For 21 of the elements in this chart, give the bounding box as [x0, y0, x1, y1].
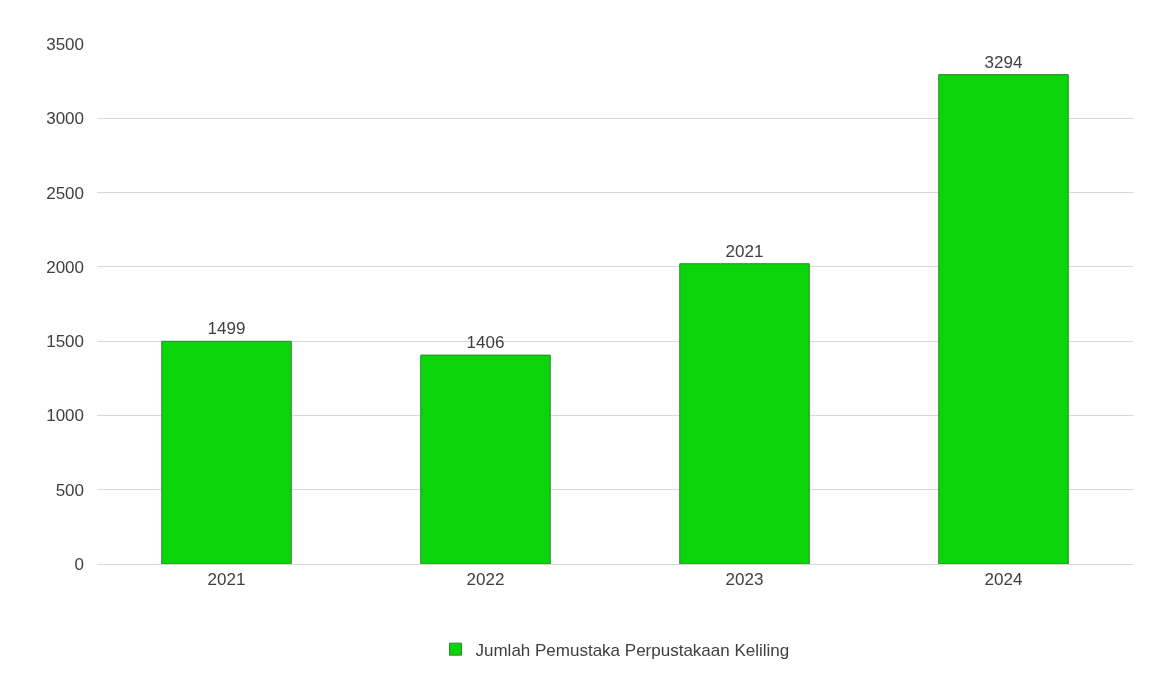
y-tick-label: 3000 — [46, 109, 84, 129]
y-tick-label: 1000 — [46, 406, 84, 426]
bar — [679, 263, 810, 564]
data-label: 3294 — [984, 52, 1023, 72]
x-tick-label: 2023 — [725, 570, 764, 590]
data-label: 1499 — [207, 319, 246, 339]
y-tick-label: 3500 — [46, 34, 84, 54]
x-tick-label: 2021 — [207, 570, 246, 590]
bar — [420, 354, 551, 564]
x-tick-label: 2024 — [984, 570, 1023, 590]
legend-label: Jumlah Pemustaka Perpustakaan Keliling — [475, 640, 790, 660]
y-tick-label: 1500 — [46, 332, 84, 352]
x-tick-label: 2022 — [466, 570, 505, 590]
data-label: 2021 — [725, 241, 764, 261]
y-tick-label: 0 — [74, 554, 84, 574]
y-tick-label: 500 — [55, 480, 84, 500]
y-tick-label: 2500 — [46, 183, 84, 203]
y-tick-label: 2000 — [46, 257, 84, 277]
bar — [938, 74, 1069, 564]
bar — [161, 340, 292, 564]
data-label: 1406 — [466, 333, 505, 353]
